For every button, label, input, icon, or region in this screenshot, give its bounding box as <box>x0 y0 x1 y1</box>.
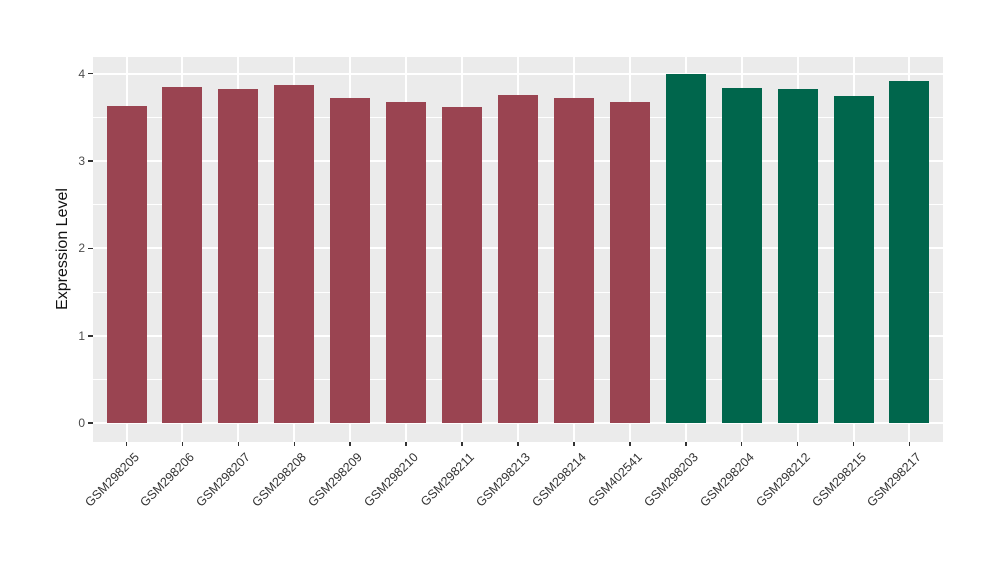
x-tick-mark <box>629 441 631 446</box>
bar-GSM298206 <box>162 86 203 424</box>
y-tick-label: 2 <box>78 241 85 256</box>
x-tick-label: GSM298208 <box>249 449 310 510</box>
x-tick-mark <box>684 441 687 446</box>
x-tick-label: GSM298205 <box>81 449 142 510</box>
y-tick-label: 1 <box>78 328 85 343</box>
x-tick-label: GSM298214 <box>529 449 589 510</box>
x-tick-mark <box>740 441 743 446</box>
bar-GSM298210 <box>386 102 427 424</box>
y-tick-label: 4 <box>78 66 85 81</box>
bar-GSM402541 <box>609 101 650 424</box>
x-tick-mark <box>461 441 463 446</box>
x-tick-mark <box>237 441 240 446</box>
x-tick-mark <box>181 441 184 446</box>
y-tick-label: 3 <box>78 153 85 168</box>
plot-panel <box>93 57 943 442</box>
x-tick-label: GSM402541 <box>585 449 645 510</box>
y-tick-mark <box>88 334 93 337</box>
bar-GSM298215 <box>833 96 874 424</box>
x-tick-label: GSM298217 <box>864 449 925 510</box>
x-tick-label: GSM298204 <box>697 449 757 510</box>
gridline-major <box>93 422 943 425</box>
x-tick-mark <box>908 441 911 446</box>
y-tick-mark <box>88 160 93 162</box>
bar-GSM298207 <box>218 89 259 424</box>
bar-GSM298213 <box>498 95 538 424</box>
x-tick-label: GSM298207 <box>193 449 254 510</box>
bar-GSM298217 <box>889 80 930 424</box>
bar-GSM298212 <box>777 89 818 424</box>
bar-GSM298204 <box>721 87 762 424</box>
y-tick-mark <box>88 247 93 250</box>
bar-GSM298214 <box>553 98 594 424</box>
x-tick-mark <box>293 441 296 446</box>
y-tick-label: 0 <box>78 416 85 431</box>
x-tick-label: GSM298213 <box>473 449 533 510</box>
x-tick-mark <box>517 441 519 446</box>
x-tick-mark <box>573 441 575 446</box>
bar-GSM298205 <box>106 105 147 424</box>
x-tick-mark <box>852 441 855 446</box>
x-tick-label: GSM298209 <box>305 449 366 510</box>
x-tick-label: GSM298203 <box>641 449 701 510</box>
x-tick-label: GSM298212 <box>752 449 813 510</box>
x-tick-label: GSM298215 <box>808 449 869 510</box>
bar-GSM298203 <box>665 73 706 424</box>
y-tick-mark <box>88 72 93 75</box>
x-tick-mark <box>125 441 128 446</box>
y-tick-mark <box>88 422 93 424</box>
x-tick-label: GSM298210 <box>361 449 422 510</box>
x-tick-label: GSM298211 <box>418 449 477 509</box>
gridline-major <box>93 72 943 75</box>
x-tick-mark <box>796 441 799 446</box>
bar-GSM298211 <box>442 106 483 424</box>
bar-GSM298209 <box>330 98 371 424</box>
bar-GSM298208 <box>274 84 315 424</box>
x-tick-mark <box>349 441 352 446</box>
x-tick-label: GSM298206 <box>137 449 198 510</box>
x-tick-mark <box>405 441 407 446</box>
